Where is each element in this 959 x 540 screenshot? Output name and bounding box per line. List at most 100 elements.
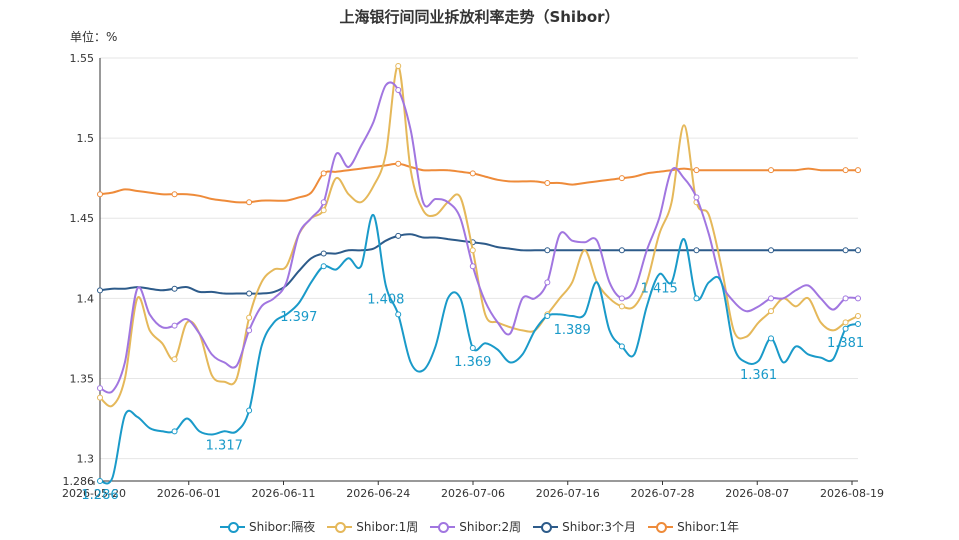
data-point [97,287,103,294]
data-point [171,322,178,329]
y-tick-label: 1.4 [77,292,95,305]
data-point [618,175,625,182]
data-point [469,170,476,177]
data-point [97,394,103,401]
data-point [618,343,625,350]
data-point [171,428,178,435]
data-label: 1.381 [827,336,864,351]
series-line [99,64,859,408]
legend-item[interactable]: Shibor:2周 [430,518,521,535]
data-point [395,63,402,70]
data-label: 1.317 [206,438,243,453]
data-point [693,295,700,302]
y-axis-unit-label: 单位：% [70,30,118,44]
data-label: 1.286 [81,488,118,503]
data-point [320,263,327,270]
legend-item[interactable]: Shibor:1年 [648,518,739,535]
data-point [855,247,861,254]
data-point [469,247,476,254]
data-point [171,191,178,198]
legend-swatch [533,521,559,533]
data-point [842,247,849,254]
data-point [693,247,700,254]
series-line [99,81,859,394]
data-point [618,247,625,254]
legend-item[interactable]: Shibor:3个月 [533,518,636,535]
data-point [855,320,861,327]
data-point [171,285,178,292]
data-point [97,191,103,198]
legend-label: Shibor:3个月 [562,520,637,534]
x-tick-label: 2026-06-24 [346,487,410,500]
series-line [99,213,859,485]
y-tick-label: 1.35 [70,372,95,385]
data-label: 1.389 [554,323,591,338]
series-line [99,233,858,295]
data-point [544,279,551,286]
data-label: 1.415 [641,281,678,296]
legend-swatch [648,521,674,533]
y-tick-label: 1.45 [70,212,95,225]
legend-swatch [430,521,456,533]
data-point [544,179,551,186]
data-label: 1.408 [367,293,404,308]
y-tick-label: 1.3 [77,453,95,466]
data-point [97,478,103,484]
data-label: 1.397 [280,310,317,325]
data-point [395,311,402,318]
data-point [768,308,775,315]
data-point [320,250,327,257]
x-tick-label: 2026-05-20 [62,487,126,500]
data-point [768,295,775,302]
data-point [246,327,253,334]
x-tick-label: 2026-08-07 [725,487,789,500]
legend-label: Shibor:隔夜 [249,520,316,534]
chart-title: 上海银行间同业拆放利率走势（Shibor） [339,8,620,26]
data-point [395,87,402,94]
data-point [246,314,253,321]
data-point [768,335,775,342]
data-point [842,319,849,326]
data-point [693,167,700,174]
y-tick-label: 1.55 [70,52,95,65]
data-point [618,295,625,302]
series-line [99,162,858,204]
data-point [618,303,625,310]
data-point [855,312,861,319]
legend-swatch [220,521,245,533]
data-labels: 1.286 1.317 1.397 1.408 1.369 1.389 1.415 1.361… [81,281,864,503]
grid-lines [100,57,858,482]
legend-item[interactable]: Shibor:1周 [327,518,418,535]
data-point [842,295,849,302]
x-tick-label: 2026-08-19 [820,487,884,500]
data-point [320,170,327,177]
x-tick-label: 2026-07-28 [631,487,695,500]
data-point [855,295,861,302]
data-point [842,167,849,174]
data-point [246,290,253,297]
data-point [171,356,178,363]
legend-label: Shibor:1年 [677,520,739,534]
series-lines [97,63,861,485]
data-point [246,407,253,414]
data-point [395,160,402,167]
data-point [320,207,327,214]
x-tick-label: 2026-06-11 [252,487,316,500]
data-point [395,232,402,239]
chart-legend: Shibor:隔夜 Shibor:1周 Shibor:2周 Shibor:3个月 Shi… [0,518,959,536]
y-tick-label: 1.286 [63,475,95,488]
legend-swatch [327,521,353,533]
data-point [469,263,476,270]
legend-item[interactable]: Shibor:隔夜 [220,518,315,535]
data-point [544,247,551,254]
data-label: 1.361 [740,368,777,383]
x-tick-label: 2026-06-01 [157,487,221,500]
data-point [693,194,700,201]
data-point [768,167,775,174]
data-point [855,167,861,174]
data-point [320,199,327,206]
data-point [842,325,849,332]
data-point [469,345,476,352]
data-point [97,385,103,392]
